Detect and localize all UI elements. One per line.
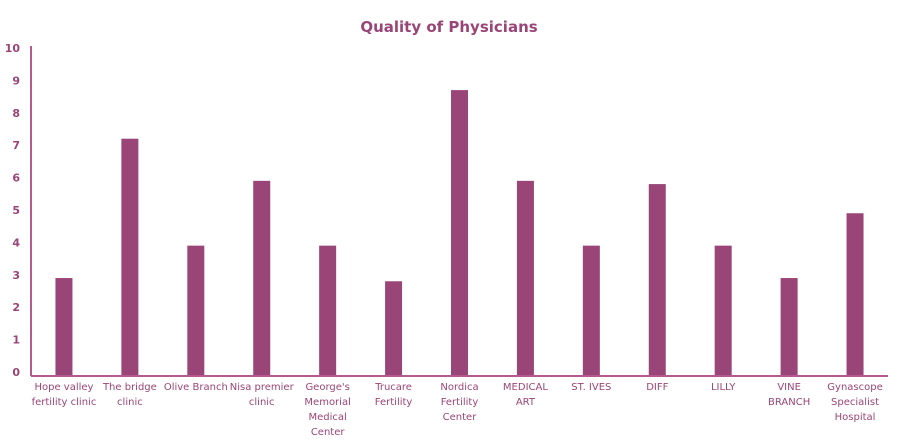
x-tick-label: Nordica Fertility Center	[440, 382, 478, 423]
bar	[253, 180, 271, 376]
bar	[385, 281, 403, 376]
x-tick-label: George's Memorial Medical Center	[304, 382, 350, 438]
bar	[55, 278, 73, 376]
bar	[714, 245, 732, 376]
x-tick-label: Trucare Fertility	[374, 382, 412, 408]
x-tick-label: MEDICAL ART	[503, 382, 548, 408]
bar	[187, 245, 205, 376]
bar	[648, 184, 666, 376]
y-tick-label: 9	[12, 74, 20, 87]
x-tick-label: Nisa premier clinic	[230, 382, 295, 408]
y-tick-label: 4	[12, 236, 20, 249]
x-tick-label: DIFF	[646, 382, 668, 393]
bar	[780, 278, 798, 376]
y-tick-label: 6	[12, 172, 20, 185]
x-tick-label: Olive Branch	[164, 382, 228, 393]
y-tick-label: 2	[12, 301, 20, 314]
x-tick-label: Hope valley fertility clinic	[32, 382, 97, 408]
y-tick-label: 10	[5, 42, 21, 55]
chart-title: Quality of Physicians	[360, 18, 537, 36]
y-tick-label: 8	[12, 107, 20, 120]
bar	[582, 245, 600, 376]
bar	[451, 90, 468, 377]
x-tick-label: LILLY	[711, 382, 736, 393]
x-tick-label: VINE BRANCH	[768, 382, 810, 408]
y-tick-label: 0	[12, 366, 20, 379]
bar	[319, 245, 337, 376]
x-tick-label: Gynascope Specialist Hospital	[827, 382, 882, 423]
bar	[516, 180, 534, 376]
y-tick-label: 5	[12, 204, 20, 217]
x-tick-label: The bridge clinic	[102, 382, 157, 408]
y-tick-label: 3	[12, 269, 20, 282]
y-tick-label: 1	[12, 334, 20, 347]
x-tick-label: ST. IVES	[571, 382, 611, 393]
bar	[121, 138, 139, 376]
y-tick-label: 7	[12, 139, 20, 152]
bar	[846, 213, 864, 376]
